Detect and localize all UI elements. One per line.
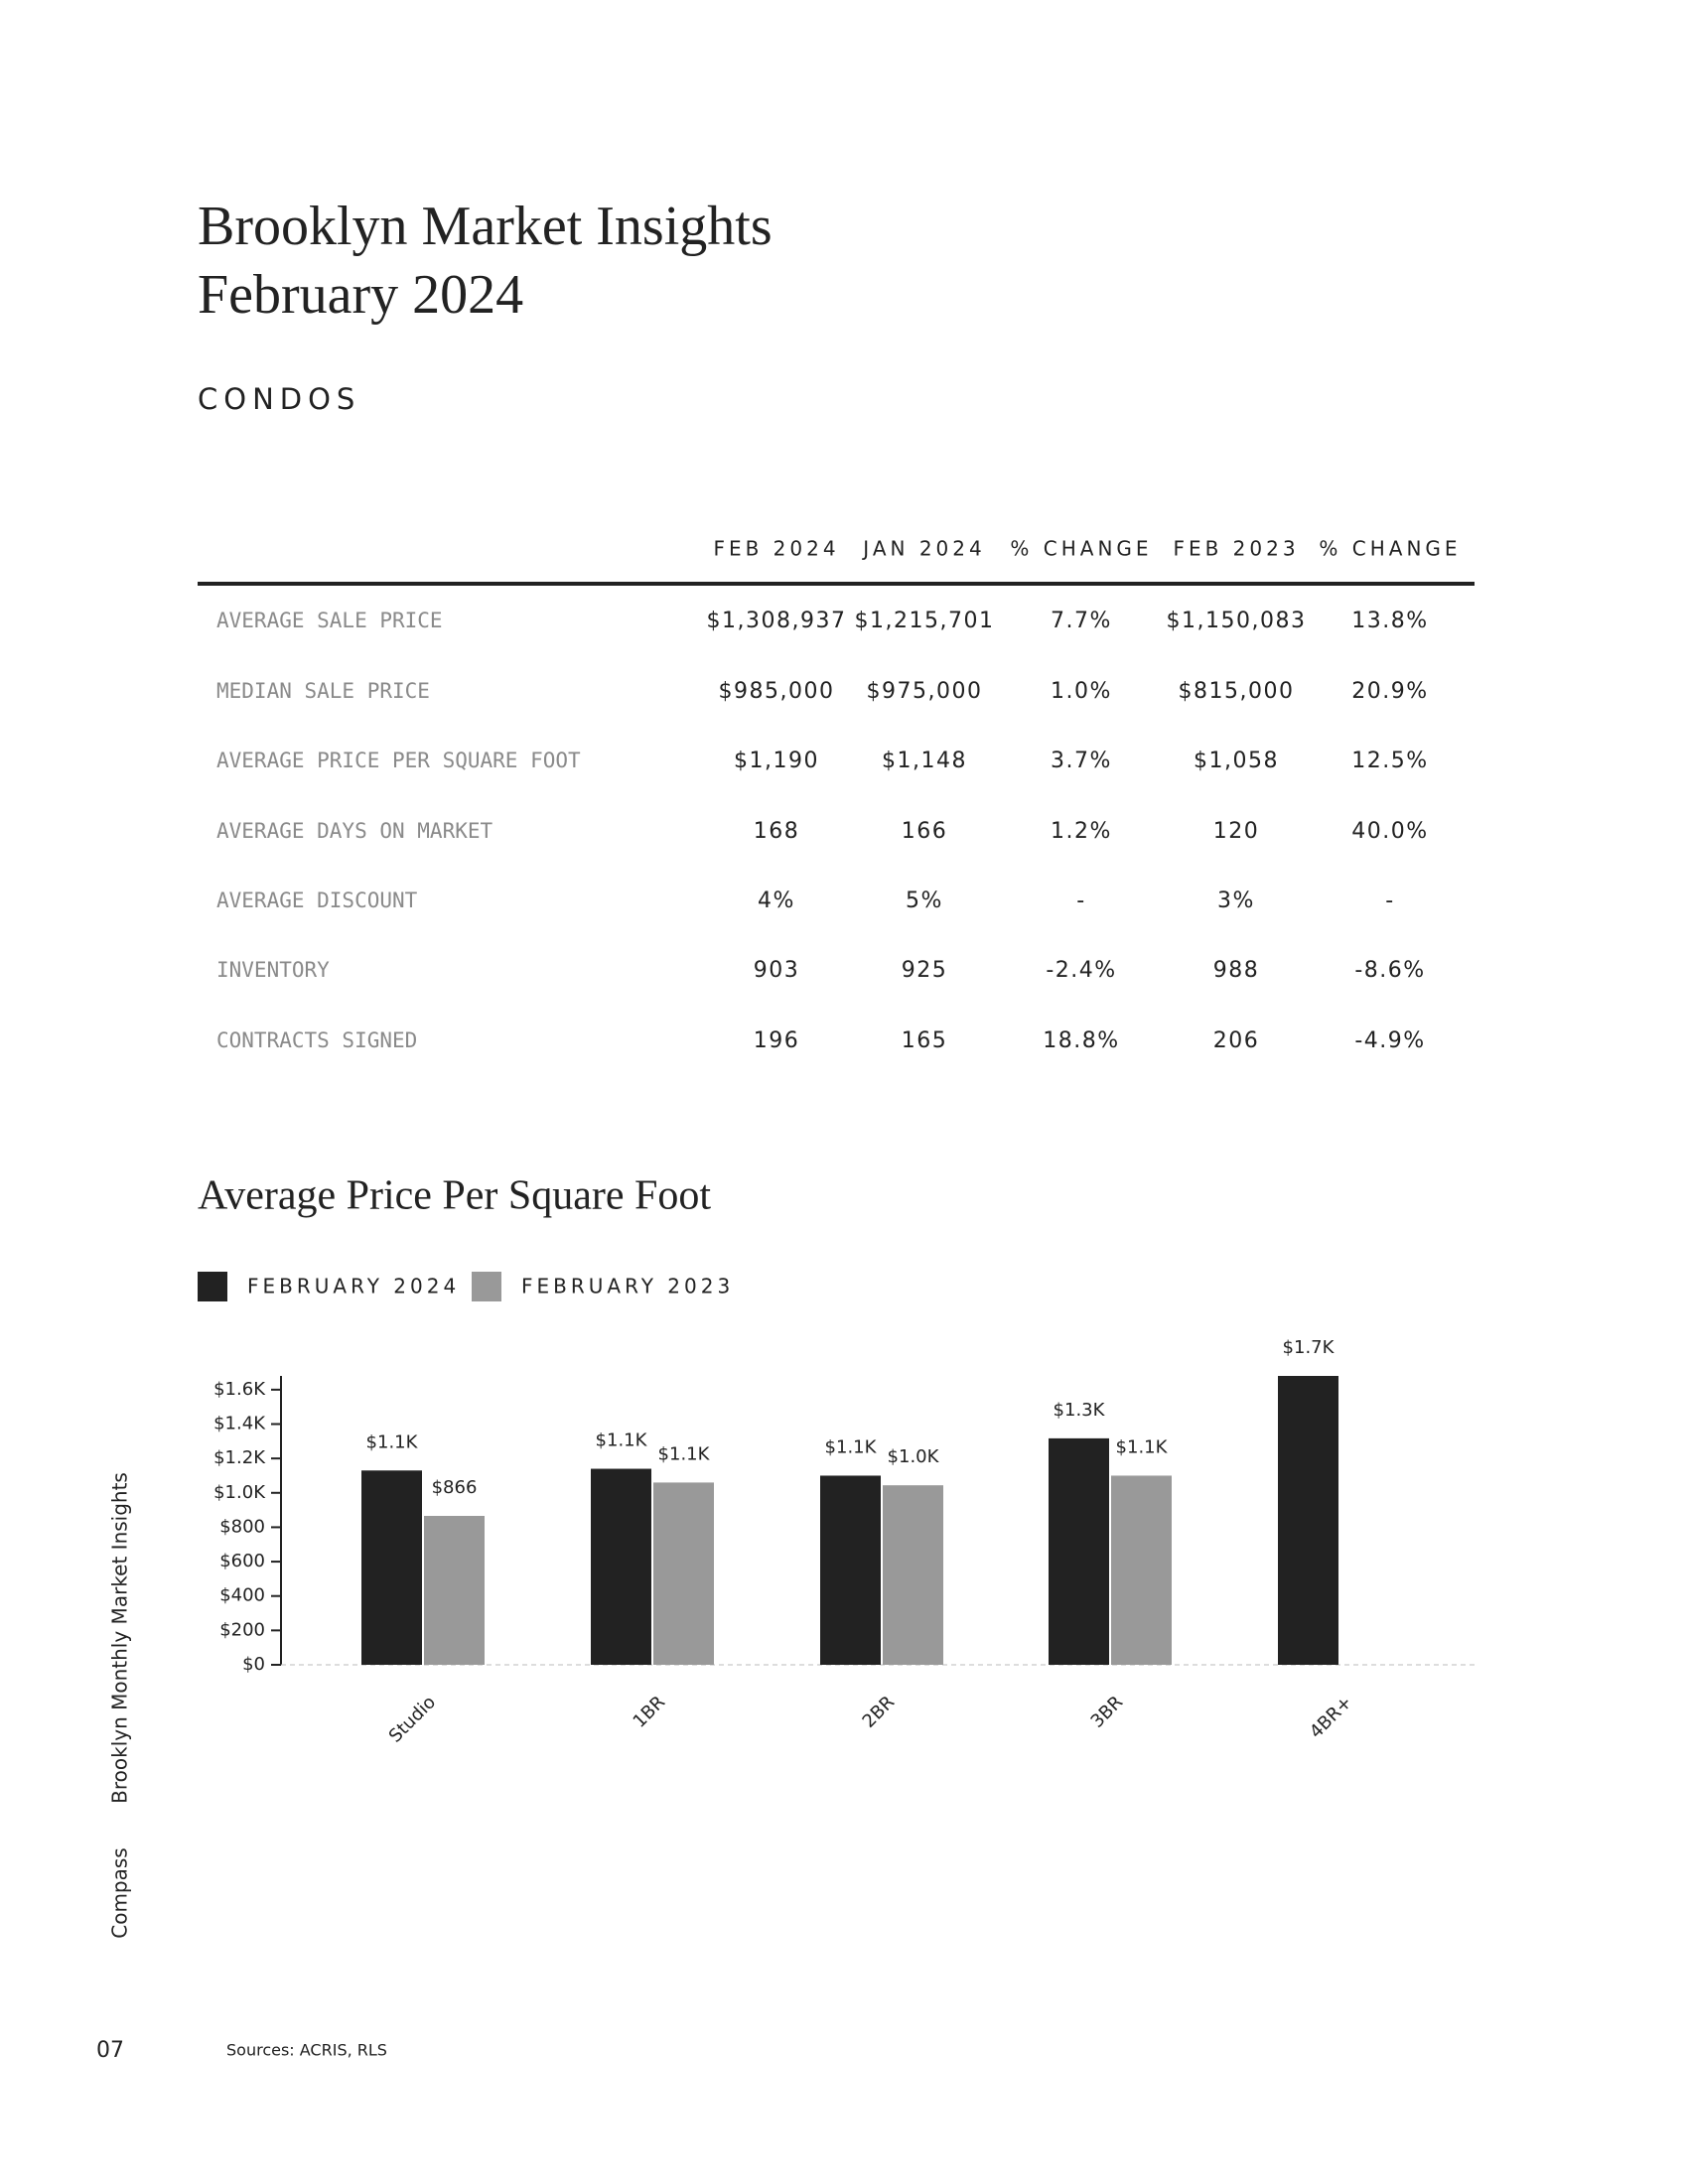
row-label: INVENTORY (216, 958, 330, 982)
table-cell: 168 (754, 819, 800, 844)
column-header: JAN 2024 (861, 537, 985, 561)
y-tick-label: $400 (219, 1585, 265, 1606)
table-cell: $1,308,937 (707, 609, 847, 633)
y-tick-label: $1.0K (213, 1482, 266, 1503)
x-tick-label: 1BR (630, 1692, 670, 1732)
chart-title: Average Price Per Square Foot (198, 1173, 711, 1219)
page-number: 07 (96, 2038, 124, 2063)
table-cell: $1,215,701 (855, 609, 995, 633)
value-label: $1.7K (1283, 1337, 1336, 1358)
table-cell: 12.5% (1351, 749, 1428, 773)
bar (883, 1485, 943, 1665)
table-cell: 988 (1213, 958, 1260, 983)
table-cell: $975,000 (867, 679, 983, 704)
table-cell: -2.4% (1046, 958, 1116, 983)
table-cell: $815,000 (1179, 679, 1295, 704)
row-label: AVERAGE PRICE PER SQUARE FOOT (216, 749, 581, 772)
y-tick-label: $600 (219, 1551, 265, 1571)
table-cell: - (1076, 888, 1085, 913)
bar (1049, 1437, 1109, 1665)
table-cell: 120 (1213, 819, 1260, 844)
legend-label: FEBRUARY 2023 (521, 1275, 734, 1298)
bar (653, 1482, 714, 1665)
value-label: $1.1K (366, 1432, 419, 1452)
legend-swatch (198, 1272, 227, 1301)
column-header: FEB 2024 (713, 537, 839, 561)
x-tick-label: 2BR (859, 1692, 900, 1732)
table-cell: 5% (906, 888, 943, 913)
row-label: AVERAGE DISCOUNT (216, 888, 418, 912)
column-header: FEB 2023 (1173, 537, 1299, 561)
bar (820, 1475, 881, 1665)
title-line: Brooklyn Market Insights (198, 196, 773, 257)
y-tick-label: $1.4K (213, 1414, 266, 1434)
table-cell: 40.0% (1351, 819, 1428, 844)
table-cell: 7.7% (1051, 609, 1112, 633)
x-tick-label: 3BR (1087, 1692, 1128, 1732)
x-tick-label: 4BR+ (1306, 1692, 1356, 1742)
y-tick-label: $200 (219, 1619, 265, 1640)
table-cell: 903 (754, 958, 800, 983)
table-cell: 1.0% (1051, 679, 1112, 704)
legend-label: FEBRUARY 2024 (247, 1275, 460, 1298)
value-label: $1.0K (888, 1446, 940, 1467)
sidebar-publication: Brooklyn Monthly Market Insights (108, 1472, 132, 1804)
row-label: AVERAGE DAYS ON MARKET (216, 819, 493, 843)
value-label: $1.1K (658, 1443, 711, 1464)
value-label: $1.1K (825, 1436, 878, 1457)
bar (424, 1515, 485, 1665)
table-cell: 166 (902, 819, 948, 844)
y-tick-label: $800 (219, 1516, 265, 1537)
table-cell: -4.9% (1354, 1028, 1425, 1053)
bar (1111, 1475, 1172, 1665)
bar (361, 1470, 422, 1665)
y-tick-label: $0 (242, 1654, 265, 1675)
table-cell: 196 (754, 1028, 800, 1053)
value-label: $866 (432, 1477, 478, 1498)
table-cell: 18.8% (1043, 1028, 1119, 1053)
sources: Sources: ACRIS, RLS (226, 2041, 387, 2060)
bar (591, 1468, 651, 1665)
table-cell: 13.8% (1351, 609, 1428, 633)
table-cell: 20.9% (1351, 679, 1428, 704)
table-cell: 206 (1213, 1028, 1260, 1053)
sidebar-brand: Compass (108, 1847, 132, 1938)
row-label: CONTRACTS SIGNED (216, 1028, 417, 1052)
row-label: MEDIAN SALE PRICE (216, 679, 430, 703)
table-cell: 925 (902, 958, 948, 983)
table-cell: 1.2% (1051, 819, 1112, 844)
table-cell: $1,058 (1194, 749, 1279, 773)
legend-swatch (472, 1272, 501, 1301)
table-cell: $1,150,083 (1167, 609, 1307, 633)
value-label: $1.1K (596, 1431, 648, 1451)
table-cell: 3.7% (1051, 749, 1112, 773)
table-cell: $985,000 (719, 679, 835, 704)
table-cell: $1,190 (734, 749, 819, 773)
table-cell: 4% (758, 888, 795, 913)
title-line: February 2024 (198, 264, 523, 326)
table-cell: -8.6% (1354, 958, 1425, 983)
bar (1278, 1376, 1338, 1665)
y-tick-label: $1.6K (213, 1379, 266, 1400)
x-tick-label: Studio (385, 1692, 440, 1746)
table-cell: 3% (1217, 888, 1255, 913)
table-cell: - (1385, 888, 1394, 913)
row-label: AVERAGE SALE PRICE (216, 609, 443, 632)
value-label: $1.3K (1054, 1400, 1106, 1421)
value-label: $1.1K (1116, 1436, 1169, 1457)
section-label: CONDOS (198, 382, 360, 416)
table-cell: 165 (902, 1028, 948, 1053)
column-header: % CHANGE (1319, 537, 1461, 561)
column-header: % CHANGE (1010, 537, 1152, 561)
table-cell: $1,148 (882, 749, 967, 773)
y-tick-label: $1.2K (213, 1447, 266, 1468)
